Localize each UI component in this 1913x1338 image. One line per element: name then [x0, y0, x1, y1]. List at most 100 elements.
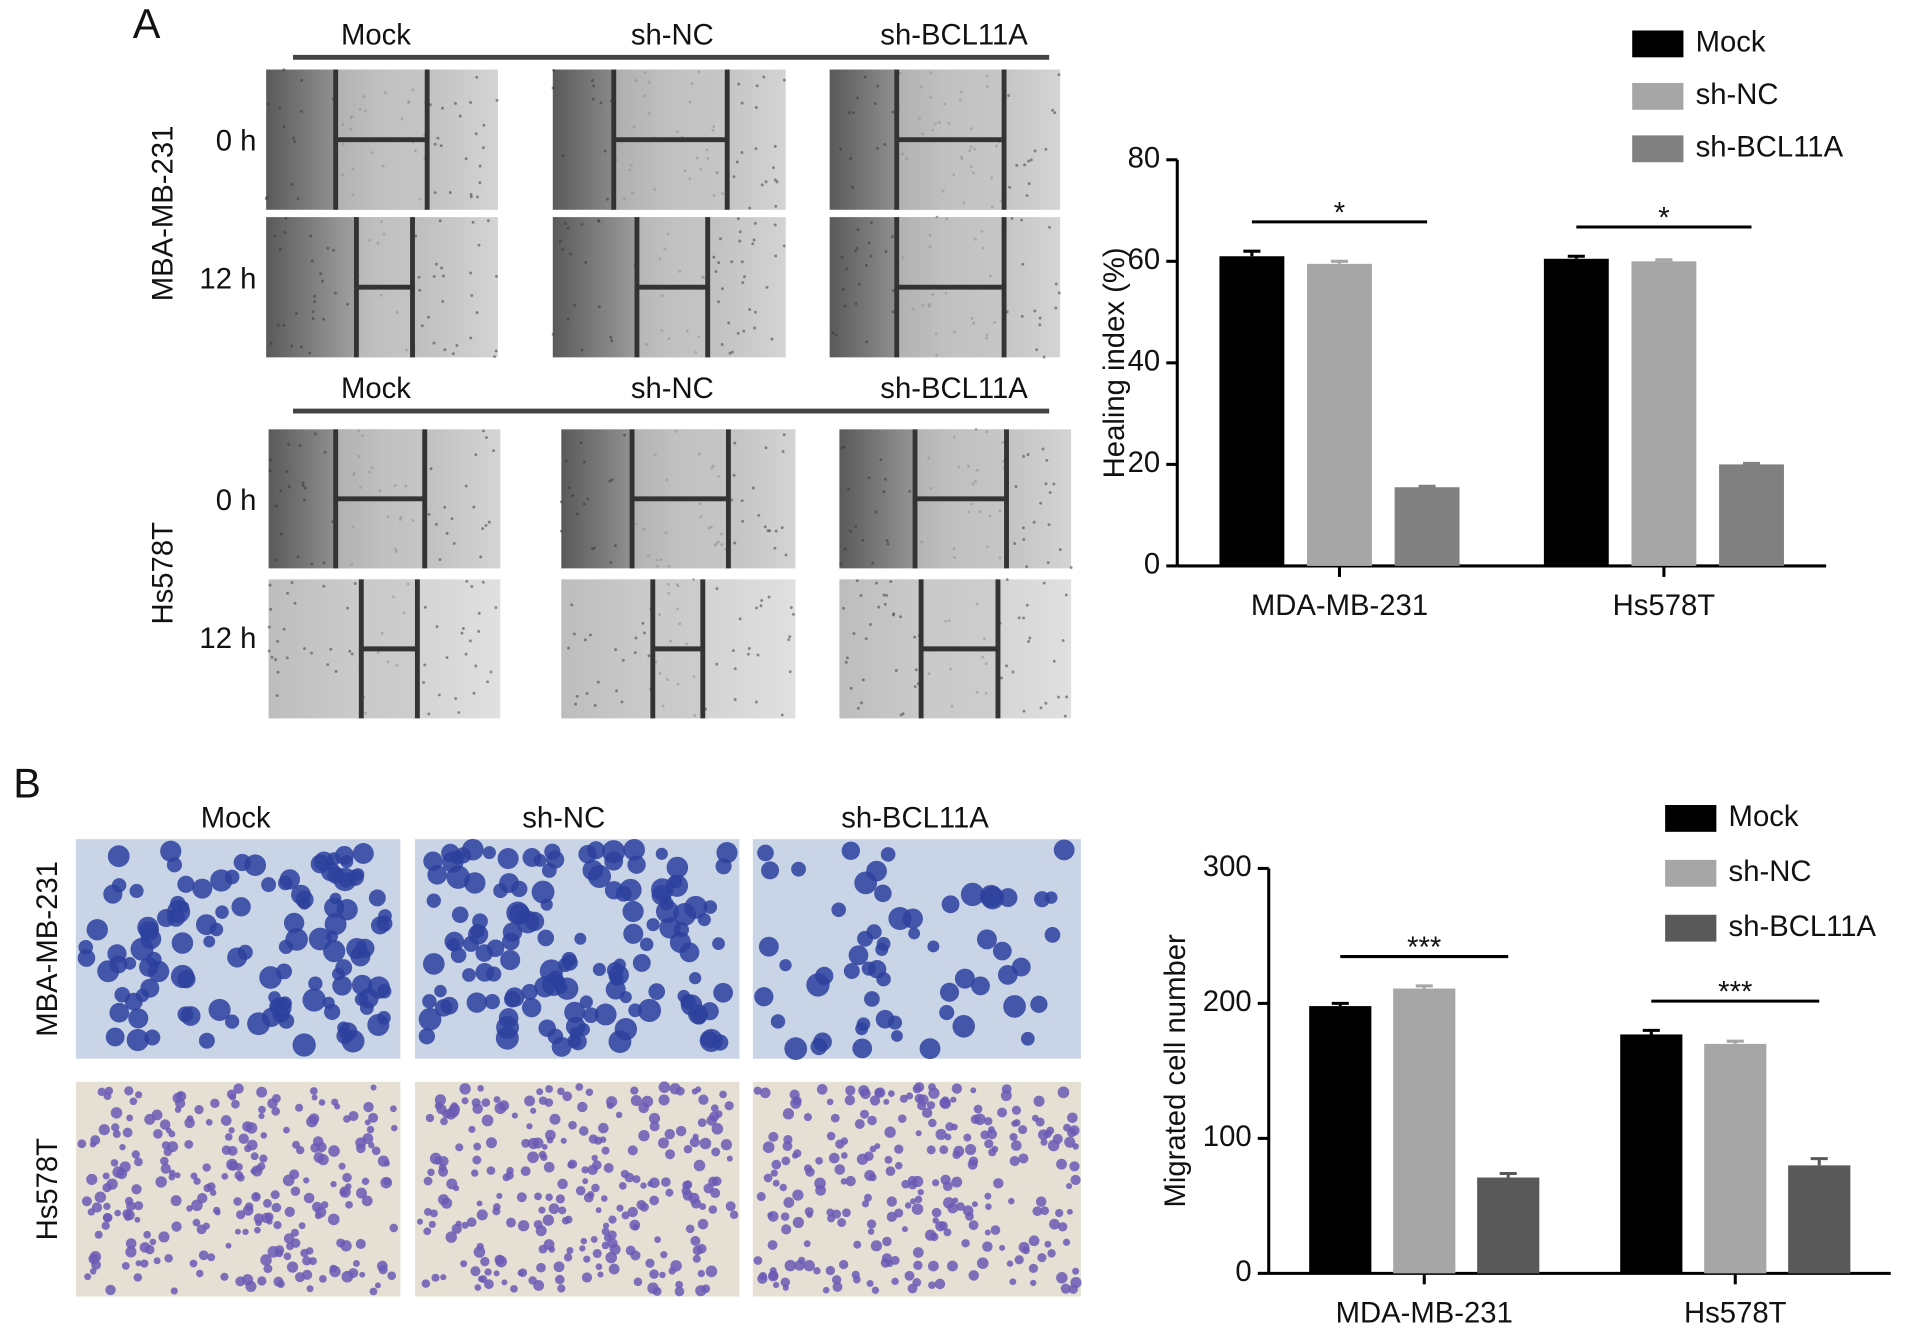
cell-speck [321, 279, 324, 283]
stained-cell [129, 883, 144, 899]
stained-cell [129, 1097, 138, 1106]
stained-cell [1040, 1206, 1050, 1216]
error-bar [1499, 1171, 1517, 1178]
stained-cell [680, 994, 696, 1010]
stained-cell [306, 1115, 318, 1128]
stained-cell [914, 1195, 923, 1204]
stained-cell [928, 1118, 937, 1128]
stained-cell [351, 974, 373, 996]
stained-cell [538, 1019, 556, 1037]
cell-speck [427, 712, 431, 716]
cell-speck [486, 219, 490, 223]
panel-label: B [13, 760, 41, 807]
stained-cell [943, 1228, 952, 1237]
stained-cell [332, 975, 352, 996]
cell-speck [1011, 670, 1015, 674]
stained-cell [445, 1231, 458, 1243]
cell-speck [440, 266, 444, 270]
stained-cell [192, 878, 213, 899]
stained-cell [476, 1200, 483, 1207]
stained-cell [756, 1192, 766, 1202]
cell-speck [494, 349, 498, 353]
stained-cell [907, 1175, 918, 1186]
stained-cell [870, 1240, 883, 1252]
cell-speck [287, 485, 291, 489]
stained-cell [114, 986, 131, 1003]
stained-cell [450, 947, 467, 964]
stained-cell [292, 1033, 316, 1057]
stained-cell [697, 913, 711, 927]
error-bar [1810, 1157, 1828, 1166]
cell-speck [564, 221, 568, 225]
stained-cell [541, 1143, 548, 1150]
stained-cell [779, 959, 792, 972]
stained-cell [902, 908, 923, 929]
cell-speck [763, 525, 767, 529]
stained-cell [587, 864, 612, 888]
stained-cell [319, 1275, 327, 1283]
stained-cell [540, 1153, 548, 1162]
cell-speck [891, 110, 895, 114]
cell-speck [575, 694, 579, 698]
stained-cell [522, 848, 542, 867]
cell-speck [788, 670, 792, 674]
stained-cell [689, 1137, 700, 1148]
cell-speck [733, 541, 737, 545]
cell-speck [296, 197, 300, 201]
stained-cell [897, 1114, 907, 1123]
stained-cell [826, 1208, 835, 1217]
cell-speck [751, 486, 755, 490]
cell-speck [460, 631, 464, 635]
stained-cell [803, 1113, 812, 1122]
stained-cell [1028, 1235, 1040, 1247]
cell-speck [422, 681, 426, 685]
stained-cell [888, 1090, 895, 1097]
stained-cell [757, 844, 774, 862]
cell-speck [593, 704, 597, 707]
cell-speck [1038, 323, 1042, 327]
cell-speck [849, 686, 853, 690]
stained-cell [555, 1194, 565, 1204]
cell-speck [350, 652, 354, 656]
cell-speck [890, 235, 894, 239]
y-axis-label: Healing index (%) [1099, 247, 1131, 478]
stained-cell [591, 1183, 600, 1193]
stained-cell [999, 1244, 1006, 1251]
stained-cell [112, 1130, 121, 1139]
stained-cell [212, 1206, 221, 1215]
stained-cell [548, 1246, 556, 1253]
cell-speck [427, 512, 431, 516]
cell-speck [479, 555, 483, 559]
stained-cell [675, 1086, 685, 1096]
stained-cell [446, 937, 460, 952]
cell-speck [908, 489, 912, 493]
stained-cell [244, 1144, 252, 1153]
stained-cell [769, 1267, 777, 1275]
cell-speck [1027, 159, 1031, 163]
stained-cell [719, 1090, 727, 1099]
stained-cell [636, 1199, 647, 1210]
cell-speck [436, 136, 440, 140]
cell-speck [589, 633, 592, 637]
cell-speck [865, 340, 869, 344]
stained-cell [220, 1115, 232, 1126]
stained-cell [968, 1220, 979, 1231]
stained-cell [828, 1152, 840, 1164]
stained-cell [692, 1254, 701, 1263]
cell-speck [780, 526, 784, 530]
stained-cell [884, 1155, 893, 1164]
cell-speck [319, 272, 323, 276]
stained-cell [190, 1172, 198, 1180]
stained-cell [884, 1126, 896, 1138]
cell-speck [268, 469, 272, 473]
stained-cell [931, 1207, 942, 1218]
cell-speck [292, 136, 296, 140]
cell-speck [1022, 538, 1026, 541]
stained-cell [228, 1160, 239, 1171]
x-tick-label: Hs578T [1613, 590, 1716, 622]
stained-cell [134, 1216, 141, 1223]
cell-speck [603, 149, 607, 153]
y-axis-label: Migrated cell number [1160, 934, 1192, 1208]
row-label: Hs578T [148, 522, 180, 625]
stained-cell [863, 1193, 872, 1202]
